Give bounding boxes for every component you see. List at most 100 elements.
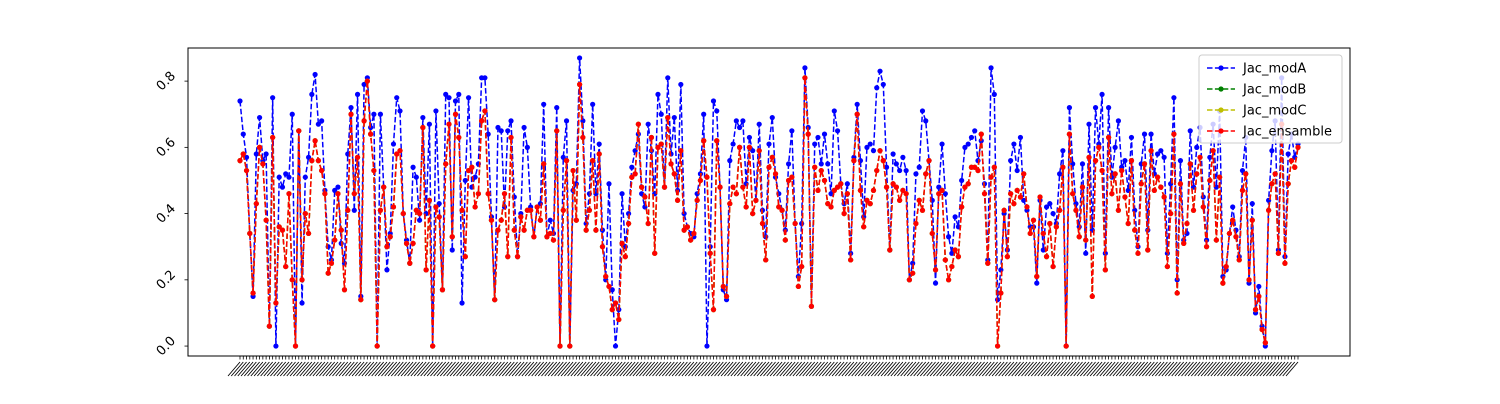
x-tick-label-glyph [390, 361, 404, 377]
data-point [492, 297, 498, 303]
data-point [449, 247, 455, 253]
data-point [358, 297, 364, 303]
x-tick-label-glyph [1024, 361, 1038, 377]
x-tick-label-glyph [417, 361, 430, 377]
x-tick-label-glyph [1053, 361, 1067, 377]
data-point [240, 131, 246, 137]
x-tick-label-glyph [1197, 361, 1211, 377]
x-tick-label-glyph [355, 361, 368, 377]
x-tick-label-glyph [599, 361, 613, 377]
data-point [694, 197, 700, 203]
legend-marker [1218, 86, 1224, 92]
x-tick-label-glyph [1135, 361, 1149, 377]
data-point [583, 227, 589, 233]
data-point [769, 114, 775, 121]
data-point [929, 230, 935, 237]
x-tick-label-glyph [825, 361, 838, 377]
x-tick-label-glyph [668, 361, 682, 377]
data-point [812, 141, 818, 147]
x-tick-label-glyph [616, 361, 629, 377]
x-tick-label-glyph [789, 361, 802, 377]
x-tick-label-glyph [1017, 361, 1031, 377]
x-tick-label-glyph [1282, 361, 1296, 377]
data-point [299, 277, 305, 283]
data-point [1096, 144, 1102, 150]
data-point [789, 174, 795, 180]
x-tick-label-glyph [1073, 361, 1087, 377]
data-point [312, 71, 318, 78]
data-point [890, 181, 896, 187]
x-tick-label-glyph [1119, 361, 1132, 377]
data-point [338, 227, 344, 233]
data-point [998, 267, 1004, 273]
data-point [1086, 154, 1092, 160]
data-point [991, 91, 997, 97]
legend-entry-jac-modb: Jac_modB [1207, 83, 1306, 98]
x-tick-label-glyph [443, 361, 456, 377]
data-point [270, 134, 276, 141]
data-point [825, 201, 831, 207]
data-point [443, 91, 449, 97]
data-point [939, 187, 945, 194]
data-point [606, 283, 612, 290]
x-tick-label-glyph [887, 361, 900, 377]
data-point [577, 55, 583, 61]
data-point [910, 270, 916, 276]
x-tick-label-glyph [929, 361, 943, 377]
x-tick-label-glyph [1057, 361, 1070, 377]
data-point [456, 134, 462, 141]
data-point [472, 174, 478, 180]
data-point [266, 323, 272, 329]
x-tick-label-glyph [289, 361, 303, 377]
data-point [1057, 207, 1063, 213]
data-point [1207, 177, 1213, 184]
x-tick-label-glyph [828, 361, 842, 377]
x-tick-label-glyph [1171, 361, 1185, 377]
x-tick-label-glyph [279, 361, 293, 377]
data-point [877, 68, 883, 74]
data-point [609, 307, 615, 313]
data-point [665, 114, 671, 121]
data-point [521, 227, 527, 233]
x-tick-label-glyph [1008, 361, 1021, 377]
data-point [400, 210, 406, 217]
data-point [309, 158, 315, 164]
x-tick-label-glyph [678, 361, 691, 377]
data-point [821, 131, 828, 137]
data-point [368, 131, 374, 137]
data-point [381, 184, 387, 190]
x-tick-label-glyph [306, 361, 319, 377]
x-tick-label-glyph [400, 361, 414, 377]
data-point [972, 128, 978, 134]
x-tick-label-glyph [639, 361, 652, 377]
data-point [704, 343, 710, 349]
data-point [880, 81, 886, 88]
data-point [397, 148, 403, 154]
data-point [962, 184, 968, 190]
data-point [1148, 131, 1154, 137]
data-point [1272, 171, 1278, 177]
data-point [785, 161, 792, 167]
data-point [270, 95, 276, 101]
x-tick-label-glyph [547, 361, 561, 377]
data-point [883, 184, 890, 190]
data-point [1213, 237, 1219, 243]
data-point [753, 197, 759, 203]
data-point [1086, 121, 1092, 127]
x-tick-label-glyph [1125, 361, 1139, 377]
x-tick-label-glyph [508, 361, 522, 377]
data-point [237, 98, 243, 104]
data-point [479, 118, 485, 124]
x-tick-label-glyph [446, 361, 460, 377]
x-tick-label-glyph [286, 361, 300, 377]
x-tick-label-glyph [688, 361, 701, 377]
data-point [900, 154, 906, 160]
x-tick-label-glyph [988, 361, 1002, 377]
data-point [619, 240, 625, 246]
data-point [351, 207, 357, 213]
data-point [1011, 201, 1017, 207]
data-point [544, 234, 550, 240]
data-point [740, 118, 746, 124]
data-point [537, 217, 544, 223]
